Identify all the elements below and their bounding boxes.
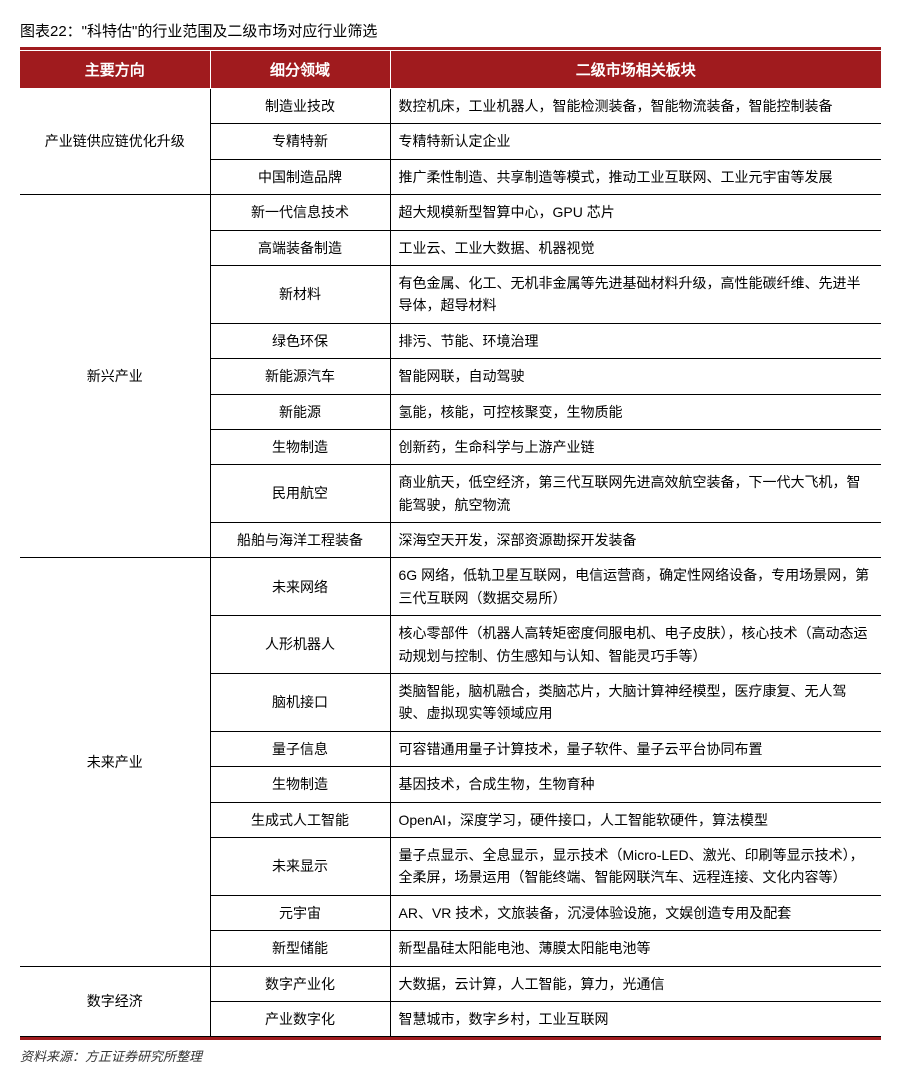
- market-detail-cell: 智慧城市，数字乡村，工业互联网: [390, 1001, 881, 1036]
- sub-field-cell: 制造业技改: [210, 89, 390, 124]
- market-detail-cell: 新型晶硅太阳能电池、薄膜太阳能电池等: [390, 931, 881, 966]
- main-direction-cell: 新兴产业: [20, 195, 210, 558]
- main-direction-cell: 数字经济: [20, 966, 210, 1037]
- sub-field-cell: 高端装备制造: [210, 230, 390, 265]
- sub-field-cell: 量子信息: [210, 731, 390, 766]
- market-detail-cell: 量子点显示、全息显示，显示技术（Micro-LED、激光、印刷等显示技术），全柔…: [390, 837, 881, 895]
- market-detail-cell: 氢能，核能，可控核聚变，生物质能: [390, 394, 881, 429]
- header-main: 主要方向: [20, 51, 210, 89]
- table-row: 产业链供应链优化升级制造业技改数控机床，工业机器人，智能检测装备，智能物流装备，…: [20, 89, 881, 124]
- sub-field-cell: 新一代信息技术: [210, 195, 390, 230]
- sub-field-cell: 专精特新: [210, 124, 390, 159]
- table-container: 图表22："科特估"的行业范围及二级市场对应行业筛选 主要方向 细分领域 二级市…: [20, 20, 881, 1065]
- market-detail-cell: 可容错通用量子计算技术，量子软件、量子云平台协同布置: [390, 731, 881, 766]
- table-body: 产业链供应链优化升级制造业技改数控机床，工业机器人，智能检测装备，智能物流装备，…: [20, 89, 881, 1037]
- sub-field-cell: 元宇宙: [210, 895, 390, 930]
- sub-field-cell: 生物制造: [210, 429, 390, 464]
- main-direction-cell: 产业链供应链优化升级: [20, 89, 210, 195]
- sub-field-cell: 未来网络: [210, 558, 390, 616]
- market-detail-cell: 数控机床，工业机器人，智能检测装备，智能物流装备，智能控制装备: [390, 89, 881, 124]
- header-sub: 细分领域: [210, 51, 390, 89]
- market-detail-cell: 深海空天开发，深部资源勘探开发装备: [390, 523, 881, 558]
- sub-field-cell: 脑机接口: [210, 674, 390, 732]
- sub-field-cell: 绿色环保: [210, 323, 390, 358]
- market-detail-cell: 专精特新认定企业: [390, 124, 881, 159]
- market-detail-cell: AR、VR 技术，文旅装备，沉浸体验设施，文娱创造专用及配套: [390, 895, 881, 930]
- sub-field-cell: 船舶与海洋工程装备: [210, 523, 390, 558]
- sub-field-cell: 生成式人工智能: [210, 802, 390, 837]
- table-row: 数字经济数字产业化大数据，云计算，人工智能，算力，光通信: [20, 966, 881, 1001]
- sub-field-cell: 中国制造品牌: [210, 159, 390, 194]
- market-detail-cell: 大数据，云计算，人工智能，算力，光通信: [390, 966, 881, 1001]
- market-detail-cell: 超大规模新型智算中心，GPU 芯片: [390, 195, 881, 230]
- sub-field-cell: 新能源汽车: [210, 359, 390, 394]
- market-detail-cell: 有色金属、化工、无机非金属等先进基础材料升级，高性能碳纤维、先进半导体，超导材料: [390, 265, 881, 323]
- sub-field-cell: 新能源: [210, 394, 390, 429]
- industry-table: 主要方向 细分领域 二级市场相关板块 产业链供应链优化升级制造业技改数控机床，工…: [20, 50, 881, 1037]
- sub-field-cell: 数字产业化: [210, 966, 390, 1001]
- sub-field-cell: 新型储能: [210, 931, 390, 966]
- header-detail: 二级市场相关板块: [390, 51, 881, 89]
- market-detail-cell: OpenAI，深度学习，硬件接口，人工智能软硬件，算法模型: [390, 802, 881, 837]
- source-note: 资料来源：方正证券研究所整理: [20, 1046, 881, 1065]
- sub-field-cell: 民用航空: [210, 465, 390, 523]
- sub-field-cell: 产业数字化: [210, 1001, 390, 1036]
- market-detail-cell: 排污、节能、环境治理: [390, 323, 881, 358]
- sub-field-cell: 未来显示: [210, 837, 390, 895]
- header-row: 主要方向 细分领域 二级市场相关板块: [20, 51, 881, 89]
- market-detail-cell: 创新药，生命科学与上游产业链: [390, 429, 881, 464]
- bottom-accent-bar: [20, 1037, 881, 1040]
- market-detail-cell: 智能网联，自动驾驶: [390, 359, 881, 394]
- table-row: 未来产业未来网络6G 网络，低轨卫星互联网，电信运营商，确定性网络设备，专用场景…: [20, 558, 881, 616]
- sub-field-cell: 新材料: [210, 265, 390, 323]
- market-detail-cell: 商业航天，低空经济，第三代互联网先进高效航空装备，下一代大飞机，智能驾驶，航空物…: [390, 465, 881, 523]
- main-direction-cell: 未来产业: [20, 558, 210, 966]
- market-detail-cell: 基因技术，合成生物，生物育种: [390, 767, 881, 802]
- market-detail-cell: 6G 网络，低轨卫星互联网，电信运营商，确定性网络设备，专用场景网，第三代互联网…: [390, 558, 881, 616]
- market-detail-cell: 工业云、工业大数据、机器视觉: [390, 230, 881, 265]
- market-detail-cell: 推广柔性制造、共享制造等模式，推动工业互联网、工业元宇宙等发展: [390, 159, 881, 194]
- table-row: 新兴产业新一代信息技术超大规模新型智算中心，GPU 芯片: [20, 195, 881, 230]
- sub-field-cell: 人形机器人: [210, 616, 390, 674]
- market-detail-cell: 类脑智能，脑机融合，类脑芯片，大脑计算神经模型，医疗康复、无人驾驶、虚拟现实等领…: [390, 674, 881, 732]
- sub-field-cell: 生物制造: [210, 767, 390, 802]
- table-caption: 图表22："科特估"的行业范围及二级市场对应行业筛选: [20, 20, 881, 41]
- market-detail-cell: 核心零部件（机器人高转矩密度伺服电机、电子皮肤），核心技术（高动态运动规划与控制…: [390, 616, 881, 674]
